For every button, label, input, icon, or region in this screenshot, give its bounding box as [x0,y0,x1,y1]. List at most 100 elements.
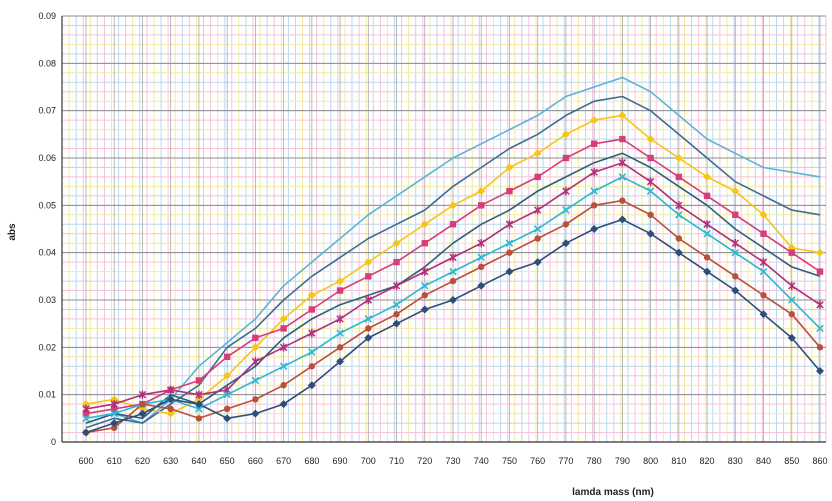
data-point [759,257,768,267]
data-point [82,404,90,414]
x-tick-label: 690 [333,456,348,466]
y-tick-label: 0.06 [38,153,56,163]
data-point [816,344,824,351]
data-point [788,311,795,318]
data-point [420,220,429,229]
data-point [308,306,316,313]
data-point [393,258,400,266]
data-point [619,197,626,204]
data-point [279,362,288,371]
data-point [675,211,683,219]
data-point [788,281,796,290]
x-tick-label: 780 [587,456,602,466]
data-point [533,205,542,215]
data-point [478,263,485,271]
data-point [732,211,739,218]
y-axis-label: abs [7,223,18,241]
data-point [195,405,203,413]
data-point [477,187,486,196]
data-point [393,311,400,318]
data-point [759,267,768,276]
series-line [85,152,821,424]
data-point [788,249,795,256]
x-tick-label: 740 [474,456,489,466]
x-tick-label: 840 [756,456,771,466]
data-point [252,396,259,403]
data-point [675,173,683,181]
data-point [562,206,570,214]
data-point [646,229,655,238]
data-point [336,329,344,337]
data-point [364,295,373,305]
data-point [110,419,119,428]
data-point [590,168,598,177]
data-point [110,409,118,418]
data-point [82,428,90,437]
x-tick-label: 760 [530,456,545,466]
data-point [449,296,457,304]
data-point [251,357,260,366]
x-tick-label: 850 [784,456,799,466]
y-tick-label: 0.05 [38,200,56,210]
data-point [759,210,768,219]
data-point [279,343,288,352]
data-point [534,235,541,242]
data-point [505,267,514,276]
data-point [195,377,203,384]
data-point [392,239,401,248]
data-point [279,400,288,409]
data-point [421,292,428,299]
y-tick-label: 0.08 [38,58,56,68]
data-point [590,187,598,195]
x-tick-label: 670 [276,456,291,466]
data-point [703,220,711,229]
y-tick-label: 0.01 [38,390,56,400]
data-point [194,400,203,409]
data-point [703,192,711,200]
data-point [674,154,683,162]
data-point [703,267,712,276]
data-point [251,376,260,385]
x-tick-label: 820 [700,456,715,466]
data-point [223,414,232,423]
data-point [731,248,740,257]
data-point [138,390,147,399]
data-point [816,268,824,275]
x-tick-label: 800 [643,456,658,466]
data-point [562,221,570,228]
data-point [449,267,457,276]
x-tick-label: 770 [558,456,573,466]
data-point [505,239,514,247]
data-point [111,405,118,413]
data-point [534,173,541,181]
data-point [562,186,570,196]
x-tick-label: 680 [304,456,319,466]
data-point [365,325,372,332]
data-point [703,172,712,181]
data-point [590,225,599,233]
data-point [421,267,429,276]
series-line [85,76,821,424]
data-point [760,230,767,237]
data-point [308,363,316,370]
data-point [787,333,796,342]
data-point [646,187,655,195]
data-point [166,385,175,395]
data-point [731,286,740,295]
data-point [336,287,344,294]
data-point [816,367,824,375]
data-point [731,187,740,196]
data-point [533,258,542,267]
x-tick-label: 720 [417,456,432,466]
data-point [421,240,428,247]
data-point [252,334,259,342]
data-point [365,273,372,280]
x-tick-label: 640 [191,456,206,466]
x-tick-label: 600 [78,456,93,466]
data-point [505,220,514,229]
grid [61,15,827,443]
data-point [167,405,174,413]
data-point [364,258,373,267]
data-point [506,187,513,195]
